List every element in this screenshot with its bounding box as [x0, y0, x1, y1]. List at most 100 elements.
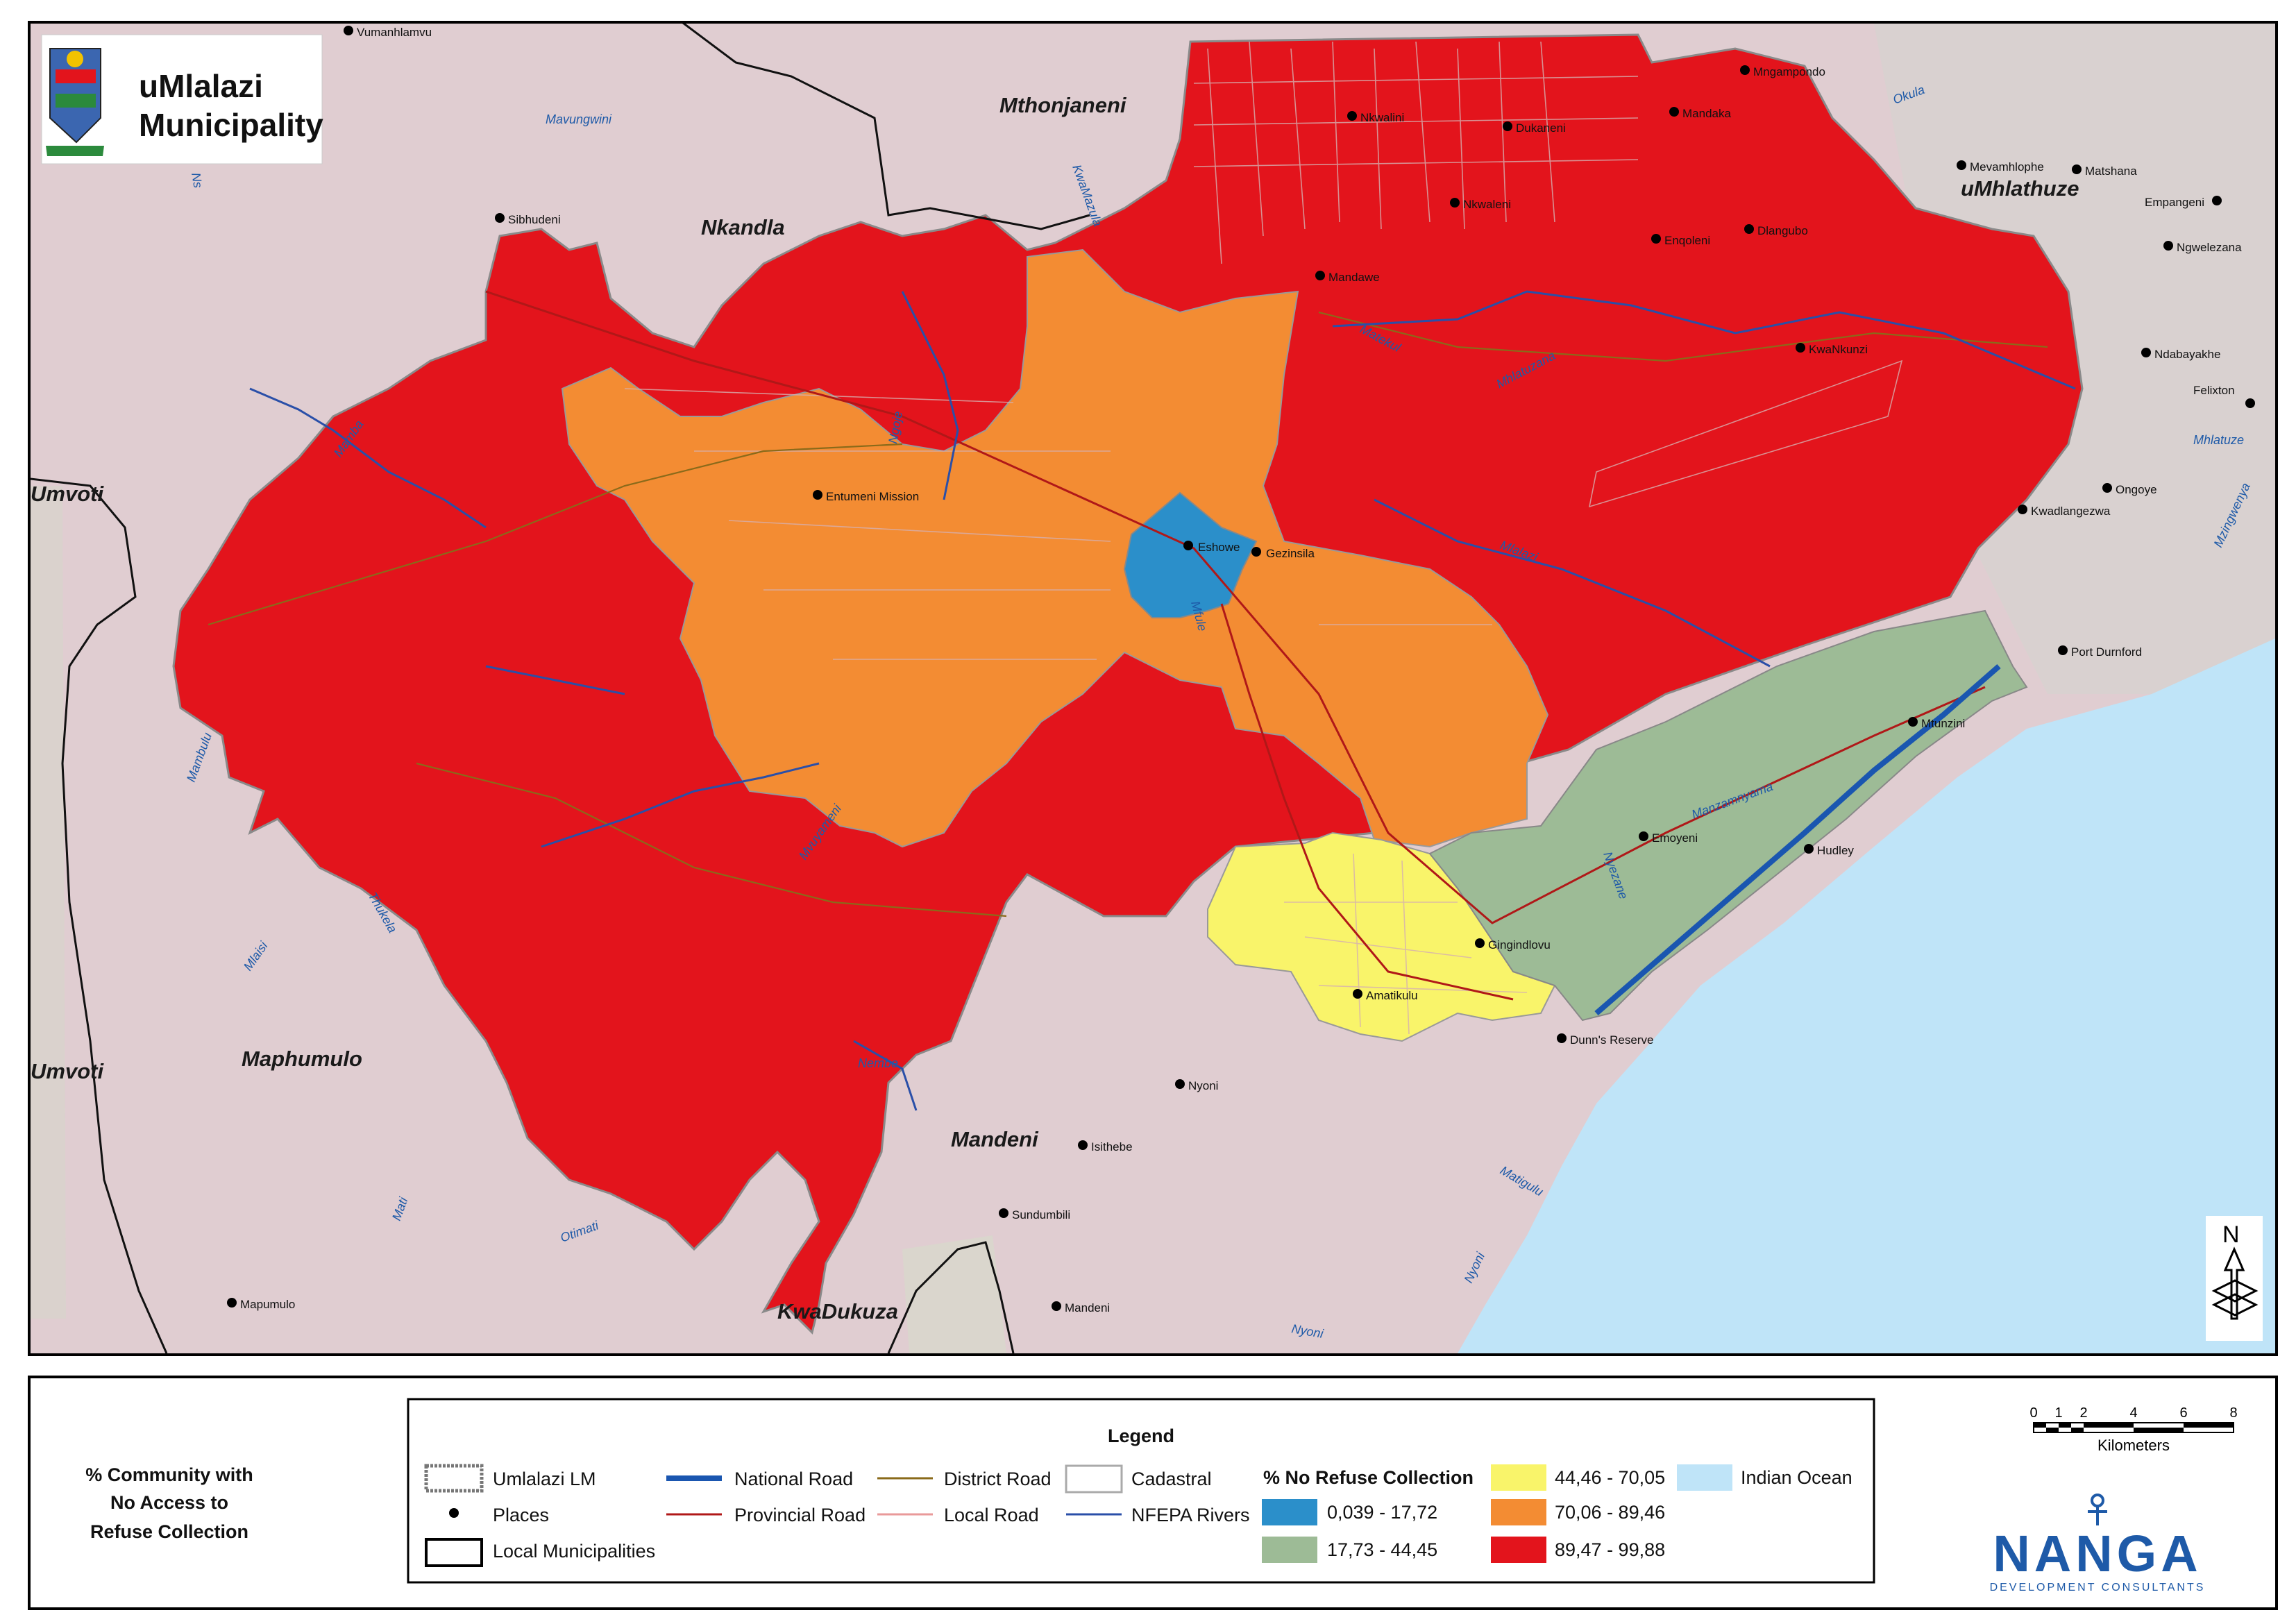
legend-class-70-89: 70,06 - 89,46	[1491, 1499, 1665, 1525]
north-arrow-label: N	[2222, 1221, 2240, 1248]
svg-text:Matshana: Matshana	[2085, 164, 2137, 178]
svg-text:2: 2	[2079, 1405, 2087, 1421]
legend-item-local-road: Local Road	[877, 1505, 1039, 1525]
svg-text:Ndabayakhe: Ndabayakhe	[2154, 348, 2220, 361]
indian-ocean	[1458, 638, 2275, 1353]
legend-item-indian-ocean: Indian Ocean	[1677, 1464, 1852, 1491]
svg-text:Cadastral: Cadastral	[1131, 1469, 1212, 1489]
place-marker: Sibhudeni	[495, 213, 561, 226]
provincial-road	[485, 290, 1986, 924]
legend: Legend Umlalazi LM Places Local Municipa…	[407, 1398, 1875, 1584]
svg-text:Mandaka: Mandaka	[1682, 107, 1731, 120]
class-17-44-region	[1428, 609, 2028, 1022]
svg-text:National Road: National Road	[734, 1469, 853, 1489]
svg-text:Enqoleni: Enqoleni	[1664, 234, 1710, 247]
svg-text:Mandawe: Mandawe	[1328, 271, 1380, 284]
place-marker: Mevamhlophe	[1957, 160, 2044, 174]
svg-text:Local Municipalities: Local Municipalities	[493, 1541, 655, 1562]
municipality-label: Nkandla	[701, 215, 785, 239]
place-marker: Mapumulo	[227, 1298, 295, 1311]
legend-class-89-99: 89,47 - 99,88	[1491, 1537, 1665, 1563]
svg-text:Ongoye: Ongoye	[2116, 483, 2157, 496]
grey-region-west	[31, 486, 66, 1319]
municipality-label: Umvoti	[31, 1059, 104, 1083]
place-marker: Entumeni Mission	[813, 490, 919, 503]
place-marker: Gezinsila	[1251, 547, 1315, 560]
svg-text:Gingindlovu: Gingindlovu	[1488, 938, 1551, 951]
place-marker: Empangeni	[2145, 196, 2222, 209]
map-title-line2: No Access to	[110, 1492, 228, 1513]
municipality-label: KwaDukuza	[777, 1299, 898, 1323]
local-municipality-boundary	[31, 477, 168, 1353]
svg-text:Entumeni Mission: Entumeni Mission	[826, 490, 919, 503]
class-0-17-region	[1123, 491, 1258, 618]
legend-item-provincial-road: Provincial Road	[666, 1505, 866, 1525]
company-subtitle: DEVELOPMENT CONSULTANTS	[1990, 1582, 2206, 1593]
svg-text:Felixton: Felixton	[2193, 384, 2235, 397]
place-marker: Dunn's Reserve	[1557, 1033, 1653, 1047]
legend-item-places: Places	[449, 1505, 549, 1525]
roads	[208, 290, 2048, 1016]
place-marker: Dlangubo	[1744, 224, 1808, 237]
svg-text:Vumanhlamvu: Vumanhlamvu	[357, 26, 432, 39]
legend-classes-title: % No Refuse Collection	[1263, 1467, 1474, 1488]
place-marker: Mandaka	[1669, 107, 1731, 120]
legend-class-0-17: 0,039 - 17,72	[1262, 1499, 1437, 1525]
svg-text:Mapumulo: Mapumulo	[240, 1298, 295, 1311]
place-marker: Dukaneni	[1503, 121, 1566, 135]
place-marker: KwaNkunzi	[1796, 343, 1868, 356]
local-municipality-boundary	[887, 1241, 1015, 1353]
legend-title: Legend	[1108, 1426, 1174, 1446]
svg-text:Mhlatuze: Mhlatuze	[2193, 433, 2244, 447]
company-logo: NANGA DEVELOPMENT CONSULTANTS	[1990, 1494, 2206, 1593]
municipality-label: Mandeni	[951, 1127, 1039, 1151]
legend-item-national-road: National Road	[666, 1469, 853, 1489]
svg-text:Sibhudeni: Sibhudeni	[508, 213, 561, 226]
svg-text:Mngampondo: Mngampondo	[1753, 65, 1825, 78]
svg-text:Ns: Ns	[189, 171, 205, 189]
nfepa-rivers	[249, 290, 2076, 1111]
svg-text:89,47 - 99,88: 89,47 - 99,88	[1555, 1539, 1665, 1560]
svg-text:Dlangubo: Dlangubo	[1757, 224, 1808, 237]
svg-text:Mevamhlophe: Mevamhlophe	[1970, 160, 2044, 174]
svg-text:Empangeni: Empangeni	[2145, 196, 2204, 209]
grey-region-south	[902, 1235, 1006, 1353]
svg-text:70,06 - 89,46: 70,06 - 89,46	[1555, 1502, 1665, 1523]
place-marker: Ongoye	[2102, 483, 2157, 496]
logo-title-line1: uMlalazi	[139, 68, 263, 104]
svg-text:Provincial Road: Provincial Road	[734, 1505, 866, 1525]
place-marker: Eshowe	[1183, 541, 1240, 554]
umlalazi-lm	[172, 33, 2084, 1335]
svg-text:6: 6	[2179, 1405, 2187, 1421]
place-marker: Nkwalini	[1347, 111, 1404, 124]
map-panel: uMlalazi Municipality Mthonjaneni Nkandl…	[28, 21, 2278, 1356]
svg-text:Kwadlangezwa: Kwadlangezwa	[2031, 505, 2111, 518]
place-marker: Port Durnford	[2058, 645, 2142, 659]
municipality-label: Maphumulo	[242, 1047, 362, 1071]
place-marker: Kwadlangezwa	[2018, 505, 2111, 518]
place-marker: Mtunzini	[1908, 717, 1965, 730]
svg-text:Hudley: Hudley	[1817, 844, 1854, 857]
svg-text:Port Durnford: Port Durnford	[2071, 645, 2142, 659]
company-name: NANGA	[1993, 1525, 2202, 1582]
anchor-icon	[2088, 1494, 2107, 1525]
provincial-road	[1220, 603, 1514, 1001]
place-marker: Hudley	[1804, 844, 1854, 857]
north-arrow: N	[2206, 1216, 2263, 1341]
map-title-line3: Refuse Collection	[90, 1521, 248, 1542]
svg-text:Dukaneni: Dukaneni	[1516, 121, 1566, 135]
place-marker: Sundumbili	[999, 1208, 1070, 1221]
place-marker: Isithebe	[1078, 1140, 1133, 1153]
place-marker: Gingindlovu	[1475, 938, 1551, 951]
place-marker: Mngampondo	[1740, 65, 1825, 78]
place-marker: Felixton	[2193, 384, 2255, 408]
municipality-label: Mthonjaneni	[999, 93, 1127, 117]
svg-text:Nembe: Nembe	[858, 1056, 898, 1070]
logo-title-line2: Municipality	[139, 107, 323, 143]
svg-text:Indian Ocean: Indian Ocean	[1741, 1467, 1852, 1488]
place-marker: Emoyeni	[1639, 831, 1698, 845]
svg-text:Eshowe: Eshowe	[1198, 541, 1240, 554]
class-70-89-region	[561, 248, 1549, 848]
coat-of-arms-icon	[46, 48, 104, 156]
